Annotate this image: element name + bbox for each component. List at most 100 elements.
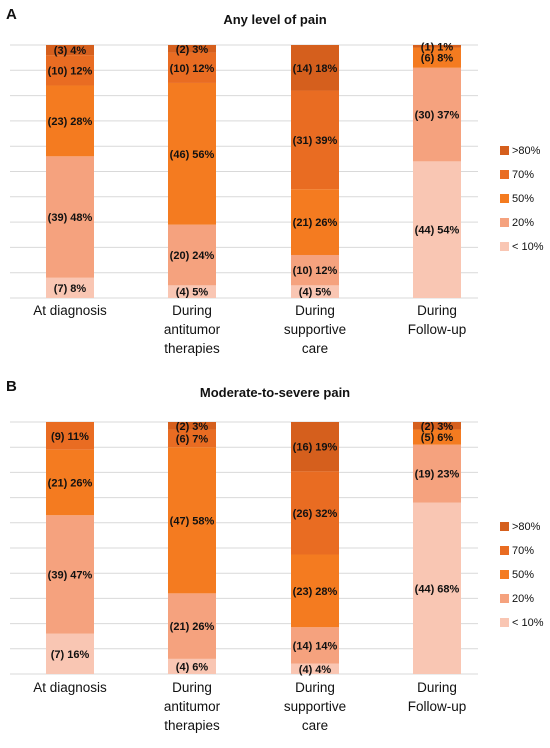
bar-segment [46,85,94,157]
category-label: therapies [164,341,220,356]
category-label: Follow-up [408,699,467,714]
data-label: (4) 5% [176,287,209,299]
chart-title: Moderate-to-severe pain [199,385,351,400]
data-label: (4) 5% [299,287,332,299]
category-label: Follow-up [408,322,467,337]
bar-segment [413,161,461,298]
chart-title: Any level of pain [223,12,327,27]
bar-segment [413,47,461,68]
category-label: During [417,680,457,695]
legend-swatch [500,570,509,579]
bar-segment [46,156,94,278]
bar-segment [46,277,94,298]
legend-label: 50% [512,193,534,205]
legend-swatch [500,146,509,155]
category-label: supportive [284,322,346,337]
legend-swatch [500,218,509,227]
data-label: (47) 58% [170,515,215,527]
legend-label: 20% [512,217,534,229]
data-label: (44) 68% [415,583,460,595]
category-label: During [295,680,335,695]
bar-segment [168,422,216,430]
bar-segment [291,471,339,555]
bar-segment [291,90,339,190]
bar-segment [291,45,339,91]
bar-segment [168,658,216,674]
data-label: (9) 11% [51,431,89,443]
chart-svg: (7) 16% (39) 47% (21) 26% (9) 11% At diagnos… [10,421,544,733]
bar-segment [168,447,216,594]
data-label: (30) 37% [415,110,460,122]
data-label: (21) 26% [48,477,93,489]
legend-label: >80% [512,521,541,533]
legend-label: 70% [512,545,534,557]
data-label: (14) 18% [293,63,338,75]
category-label: care [302,718,328,733]
legend-swatch [500,242,509,251]
bar-segment [291,254,339,286]
data-label: (2) 3% [176,44,209,56]
data-label: (14) 14% [293,640,338,652]
category-label: supportive [284,699,346,714]
data-label: (7) 8% [54,283,87,295]
bar-segment [413,444,461,503]
category-label: At diagnosis [33,680,107,695]
data-label: (10) 12% [48,65,93,77]
bar-segment [291,554,339,628]
legend-swatch [500,618,509,627]
category-label: During [417,303,457,318]
data-label: (21) 26% [293,217,338,229]
category-label: During [172,680,212,695]
data-label: (39) 47% [48,569,93,581]
chart-svg: (7) 8% (39) 48% (23) 28% (10) 12% (3) 4% At d… [10,41,544,356]
bar-segment [46,45,94,56]
data-label: (3) 4% [54,45,87,57]
panel-letter: B [6,378,17,395]
category-label: therapies [164,718,220,733]
data-label: (10) 12% [170,63,215,75]
legend-swatch [500,594,509,603]
data-label: (19) 23% [415,469,460,481]
data-label: (2) 3% [176,421,209,433]
panel-letter: A [6,6,17,23]
legend-label: >80% [512,145,541,157]
bar-segment [413,429,461,445]
data-label: (46) 56% [170,149,215,161]
data-label: (23) 28% [293,586,338,598]
bar-segment [168,45,216,53]
legend-label: 70% [512,169,534,181]
legend-label: 20% [512,593,534,605]
bar-segment [413,502,461,674]
data-label: (23) 28% [48,116,93,128]
bar-segment [168,82,216,225]
data-label: (20) 24% [170,250,215,262]
bar-segment [291,189,339,255]
data-label: (6) 8% [421,53,454,65]
category-label: antitumor [164,322,221,337]
category-label: During [295,303,335,318]
data-label: (16) 19% [293,442,338,454]
legend-label: 50% [512,569,534,581]
data-label: (21) 26% [170,621,215,633]
bar-segment [168,52,216,83]
data-label: (6) 7% [176,433,209,445]
data-label: (39) 48% [48,212,93,224]
bar-segment [291,422,339,472]
category-label: At diagnosis [33,303,107,318]
bar-segment [46,515,94,634]
bar-segment [46,633,94,674]
bar-segment [46,55,94,86]
data-label: (4) 4% [299,664,332,676]
legend-label: < 10% [512,241,544,253]
data-label: (31) 39% [293,135,338,147]
data-label: (26) 32% [293,508,338,520]
data-label: (1) 1% [421,41,454,53]
data-label: (4) 6% [176,661,209,673]
bar-segment [46,422,94,450]
bar-segment [291,627,339,664]
category-label: During [172,303,212,318]
legend-label: < 10% [512,617,544,629]
category-label: antitumor [164,699,221,714]
data-label: (5) 6% [421,432,454,444]
bar-segment [168,285,216,298]
